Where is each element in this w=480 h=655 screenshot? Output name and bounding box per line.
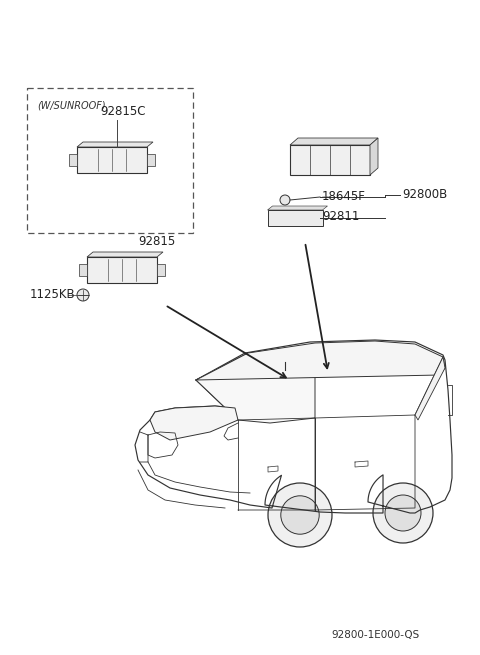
Text: 1125KB: 1125KB [30,288,76,301]
Polygon shape [87,252,163,257]
Text: 92811: 92811 [322,210,360,223]
Circle shape [281,496,319,534]
Text: 92815: 92815 [138,235,175,248]
Polygon shape [290,138,378,145]
Bar [79,264,87,276]
Text: 92800-1E000-QS: 92800-1E000-QS [332,630,420,640]
Text: [320, 197]: [320, 197] [322,195,329,196]
Circle shape [280,195,290,205]
Polygon shape [267,206,327,210]
Text: (W/SUNROOF): (W/SUNROOF) [37,100,106,110]
Circle shape [385,495,421,531]
Bar [302,360,318,370]
Polygon shape [150,406,238,440]
Bar [157,264,165,276]
Polygon shape [196,345,315,423]
Polygon shape [77,142,153,147]
Bar [87,257,157,283]
Bar [290,145,370,175]
Polygon shape [370,138,378,175]
Bar [147,154,155,166]
Text: 18645F: 18645F [322,189,366,202]
Bar [69,154,77,166]
Bar [27,88,193,233]
Circle shape [268,483,332,547]
Bar [267,210,323,226]
Bar [77,147,147,173]
Text: 92815C: 92815C [100,105,145,118]
Text: 92800B: 92800B [402,187,447,200]
Polygon shape [196,341,445,380]
Polygon shape [415,357,445,420]
Circle shape [77,289,89,301]
Circle shape [373,483,433,543]
